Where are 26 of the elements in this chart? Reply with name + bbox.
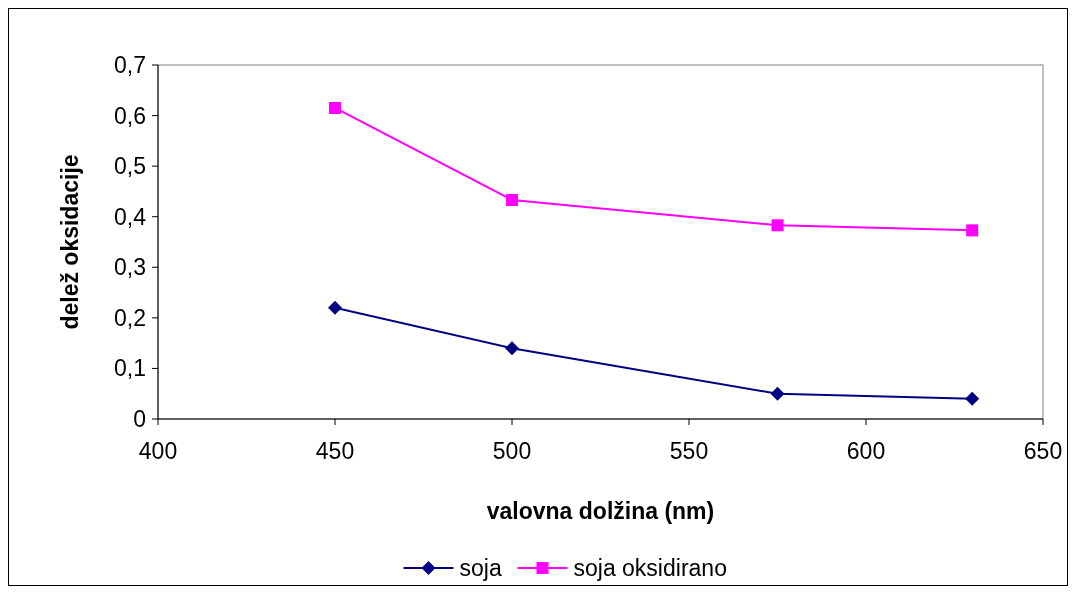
y-axis-title: delež oksidacije: [57, 154, 83, 330]
y-tick-label: 0,3: [114, 254, 146, 281]
x-tick-label: 500: [492, 438, 532, 464]
y-tick-label: 0,2: [114, 304, 146, 331]
point: [771, 219, 784, 232]
y-tick-label: 0,7: [114, 52, 146, 79]
y-tick-label: 0,5: [114, 153, 146, 180]
point: [328, 300, 342, 315]
x-tick-label: 550: [669, 438, 709, 464]
point: [329, 101, 341, 114]
x-tick-label: 600: [846, 438, 886, 464]
point: [506, 194, 518, 207]
legend-label: soja oksidirano: [573, 555, 727, 582]
y-tick-label: 0,4: [114, 203, 147, 230]
x-tick-label: 400: [138, 438, 178, 464]
point: [965, 391, 980, 406]
y-tick-label: 0,1: [114, 355, 146, 382]
y-tick-label: 0: [133, 406, 146, 433]
legend-label: soja: [459, 555, 502, 582]
x-axis-title: valovna dolžina (nm): [486, 498, 715, 524]
point: [505, 341, 519, 356]
x-tick-label: 650: [1023, 438, 1063, 464]
point: [770, 386, 785, 401]
point: [966, 224, 979, 237]
x-tick-label: 450: [315, 438, 355, 464]
y-tick-label: 0,6: [114, 102, 146, 129]
